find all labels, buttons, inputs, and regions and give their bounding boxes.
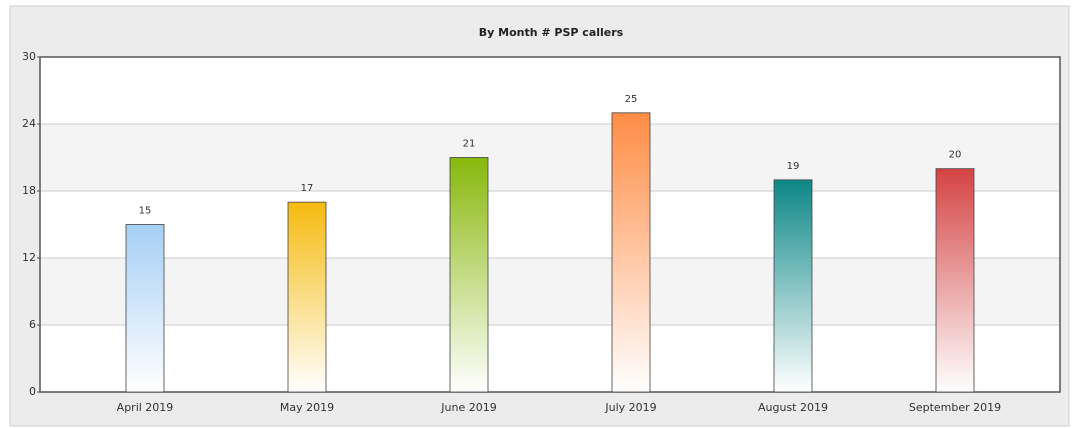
plot-band — [40, 258, 1060, 325]
y-tick-label: 12 — [22, 251, 36, 264]
plot-area — [40, 57, 1060, 392]
bar — [935, 168, 975, 393]
plot-border — [39, 56, 1061, 393]
y-tick-label: 24 — [22, 117, 36, 130]
data-label: 15 — [139, 206, 152, 217]
y-tick-label: 30 — [22, 50, 36, 63]
x-tick-label: July 2019 — [604, 401, 656, 414]
bar — [611, 112, 651, 393]
bar — [449, 157, 489, 393]
data-label: 20 — [949, 150, 962, 161]
x-tick-label: April 2019 — [117, 401, 174, 414]
x-tick-label: June 2019 — [440, 401, 496, 414]
plot-band — [40, 124, 1060, 191]
x-tick-label: August 2019 — [758, 401, 828, 414]
y-tick-label: 0 — [29, 385, 36, 398]
data-label: 19 — [787, 161, 800, 172]
chart-title: By Month # PSP callers — [479, 26, 624, 39]
data-label: 17 — [301, 183, 314, 194]
x-tick-label: May 2019 — [280, 401, 334, 414]
y-tick-label: 6 — [29, 318, 36, 331]
data-label: 21 — [463, 139, 476, 150]
bar — [125, 224, 165, 393]
data-label: 25 — [625, 94, 638, 105]
y-tick-label: 18 — [22, 184, 36, 197]
bar — [287, 201, 327, 393]
x-tick-label: September 2019 — [909, 401, 1001, 414]
bar — [773, 179, 813, 393]
